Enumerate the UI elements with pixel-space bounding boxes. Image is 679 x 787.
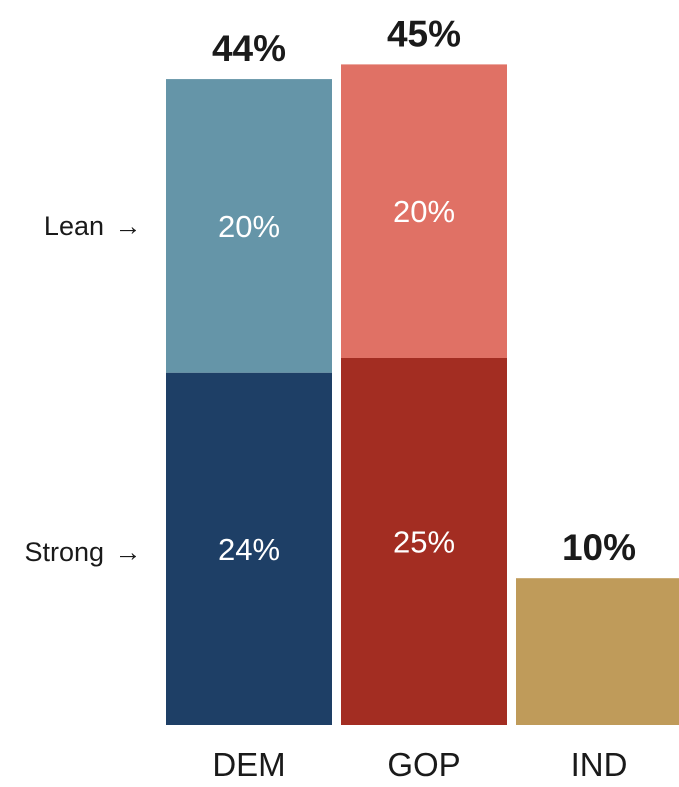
- strong-axis-label: Strong: [24, 537, 104, 567]
- bars-layer: [166, 64, 679, 725]
- labels-layer: 24% 20% 44% DEM 25% 20% 45% GOP 10% IND: [212, 13, 636, 783]
- total-label-ind: 10%: [562, 527, 636, 568]
- category-label-ind: IND: [571, 746, 628, 783]
- total-label-dem: 44%: [212, 28, 286, 69]
- segment-label-gop-lean: 20%: [393, 194, 455, 229]
- bar-dem-lean: [166, 79, 332, 373]
- lean-axis-label: Lean: [44, 211, 104, 241]
- category-label-gop: GOP: [387, 746, 460, 783]
- lean-arrow-icon: →: [115, 211, 142, 241]
- segment-label-dem-lean: 20%: [218, 209, 280, 244]
- total-label-gop: 45%: [387, 13, 461, 54]
- strong-arrow-icon: →: [115, 537, 142, 567]
- bar-gop-lean: [341, 64, 507, 359]
- segment-label-gop-strong: 25%: [393, 525, 455, 560]
- bar-dem-strong: [166, 372, 332, 725]
- bar-gop-strong: [341, 358, 507, 725]
- category-label-dem: DEM: [212, 746, 285, 783]
- bar-ind-strong: [516, 578, 679, 725]
- segment-label-dem-strong: 24%: [218, 532, 280, 567]
